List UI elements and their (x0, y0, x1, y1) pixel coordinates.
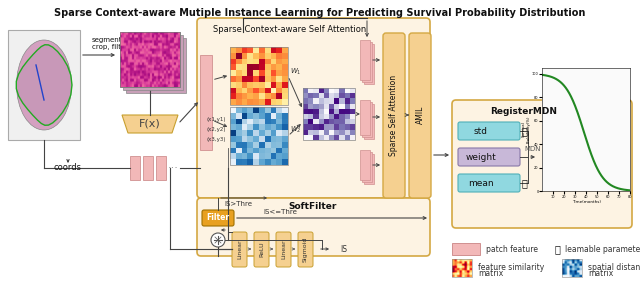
Bar (364, 44, 374, 84)
Bar (156, 156, 166, 180)
Bar (364, 104, 374, 139)
Bar (230, 47, 288, 105)
Text: matrix: matrix (478, 269, 503, 278)
Text: (x3,y3): (x3,y3) (207, 138, 226, 142)
FancyBboxPatch shape (409, 33, 431, 198)
Text: 🔥: 🔥 (521, 126, 527, 136)
FancyBboxPatch shape (197, 18, 430, 198)
Text: coords: coords (54, 163, 82, 172)
Text: RegisterMDN: RegisterMDN (490, 107, 557, 116)
Text: F(x): F(x) (139, 119, 161, 129)
Bar (362, 42, 372, 82)
Text: segment: segment (92, 37, 122, 43)
Bar (120, 32, 180, 87)
Bar (230, 107, 288, 165)
Bar (120, 32, 180, 87)
FancyBboxPatch shape (298, 232, 313, 267)
FancyBboxPatch shape (458, 148, 520, 166)
FancyBboxPatch shape (254, 232, 269, 267)
Bar (143, 156, 153, 180)
Bar (562, 259, 582, 277)
Text: Linear: Linear (237, 239, 242, 259)
Bar (452, 259, 472, 277)
Bar (362, 152, 372, 182)
Bar (360, 150, 370, 180)
Text: (x1,y1): (x1,y1) (207, 117, 226, 123)
Bar (200, 55, 212, 150)
FancyBboxPatch shape (383, 33, 405, 198)
FancyBboxPatch shape (197, 198, 430, 256)
Text: Linear: Linear (281, 239, 286, 259)
Bar (452, 243, 480, 255)
Text: leamable parameter: leamable parameter (565, 244, 640, 253)
Text: spatial distance: spatial distance (588, 262, 640, 272)
Text: Sigmoid: Sigmoid (303, 236, 308, 262)
Bar (303, 88, 355, 140)
FancyBboxPatch shape (458, 174, 520, 192)
Text: ···: ··· (168, 163, 179, 173)
Text: IS: IS (340, 244, 347, 253)
Bar (8, 30, 80, 140)
Ellipse shape (17, 40, 72, 130)
Text: patch feature: patch feature (486, 244, 538, 253)
Text: 🔥: 🔥 (521, 178, 527, 188)
Text: Sparse Context-aware Mutiple Instance Learning for Predicting Survival Probabili: Sparse Context-aware Mutiple Instance Le… (54, 8, 586, 18)
Polygon shape (122, 115, 178, 133)
Text: ReLU: ReLU (259, 241, 264, 257)
Text: AMIL: AMIL (415, 106, 424, 124)
Text: Sparse Self Attention: Sparse Self Attention (390, 74, 399, 156)
Text: mean: mean (468, 178, 494, 188)
Text: Sparse Context-aware Self Attention: Sparse Context-aware Self Attention (213, 25, 367, 34)
Bar (364, 154, 374, 184)
Text: IS>Thre: IS>Thre (224, 201, 252, 207)
Bar (362, 102, 372, 137)
Text: (x2,y2): (x2,y2) (207, 128, 226, 132)
Text: MDN: MDN (525, 146, 541, 152)
Text: $W_2$: $W_2$ (290, 125, 301, 135)
Text: feature similarity: feature similarity (478, 262, 544, 272)
Text: std: std (474, 126, 488, 135)
Circle shape (211, 233, 225, 247)
Text: $W_1$: $W_1$ (290, 67, 301, 77)
FancyBboxPatch shape (452, 100, 632, 228)
Polygon shape (16, 45, 72, 125)
Text: 🔥: 🔥 (554, 244, 560, 254)
Bar (360, 100, 370, 135)
Text: Filter: Filter (207, 213, 230, 222)
FancyBboxPatch shape (458, 122, 520, 140)
Bar (123, 35, 183, 90)
Text: crop, filter: crop, filter (92, 44, 128, 50)
Text: weight: weight (466, 153, 497, 162)
FancyBboxPatch shape (202, 210, 234, 226)
Text: matrix: matrix (588, 269, 613, 278)
Text: IS<=Thre: IS<=Thre (263, 209, 297, 215)
FancyBboxPatch shape (232, 232, 247, 267)
Bar (360, 40, 370, 80)
Bar (126, 38, 186, 93)
FancyBboxPatch shape (276, 232, 291, 267)
Bar (130, 156, 140, 180)
Text: SoftFilter: SoftFilter (289, 202, 337, 211)
